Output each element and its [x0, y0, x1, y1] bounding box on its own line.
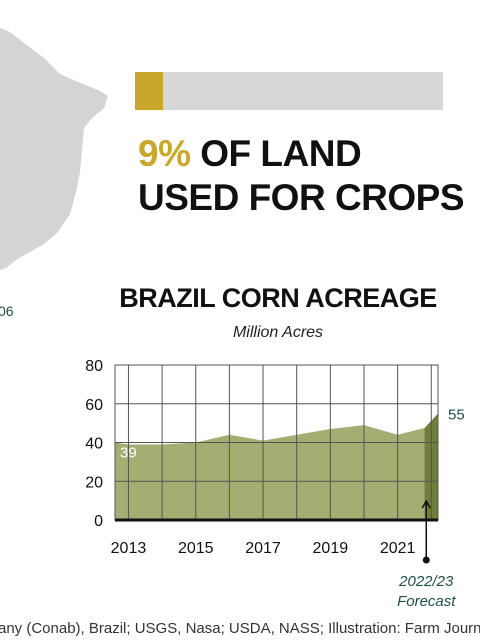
- area-historical: [115, 425, 425, 520]
- y-tick-label: 60: [85, 397, 103, 414]
- x-tick-label: 2017: [245, 540, 281, 557]
- source-credit: any (Conab), Brazil; USGS, Nasa; USDA, N…: [0, 620, 480, 637]
- y-tick-label: 40: [85, 436, 103, 453]
- end-value-label: 55: [448, 406, 465, 423]
- map-label: 06: [0, 303, 14, 319]
- headline-percent: 9%: [138, 133, 191, 174]
- y-tick-label: 0: [94, 513, 103, 530]
- headline-rest: OF LAND: [190, 133, 362, 174]
- land-share-bar: [135, 72, 443, 110]
- headline-line-1: 9% OF LAND: [138, 132, 478, 176]
- chart-subtitle: Million Acres: [232, 324, 324, 341]
- x-tick-label: 2015: [178, 540, 214, 557]
- corn-acreage-chart: 0 20 40 60 80 2013 2015 2017 2019 2021 39 55 2022/23…: [85, 358, 465, 610]
- brazil-map-shape: [0, 28, 108, 270]
- land-share-bar-fill: [135, 72, 163, 110]
- forecast-label-line-1: 2022/23: [398, 573, 454, 590]
- start-value-label: 39: [120, 444, 137, 461]
- forecast-pointer-dot: [422, 556, 430, 564]
- land-share-headline: 9% OF LAND USED FOR CROPS: [138, 132, 478, 220]
- forecast-label-line-2: Forecast: [397, 593, 456, 610]
- x-tick-label: 2013: [111, 540, 147, 557]
- headline-line-2: USED FOR CROPS: [138, 177, 465, 218]
- x-tick-label: 2019: [313, 540, 349, 557]
- y-tick-label: 20: [85, 474, 103, 491]
- chart-title: BRAZIL CORN ACREAGE: [119, 283, 437, 313]
- forecast-pointer-arrowhead: [421, 499, 431, 509]
- y-tick-label: 80: [85, 358, 103, 375]
- x-tick-label: 2021: [380, 540, 416, 557]
